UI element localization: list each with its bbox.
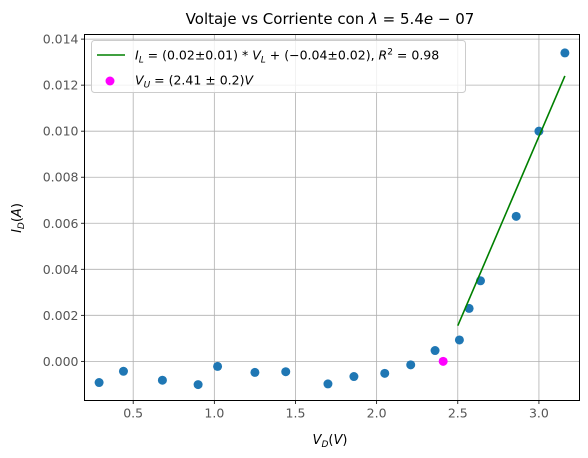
x-tick-label: 0.5 xyxy=(123,406,143,421)
data-point xyxy=(349,372,359,382)
x-tick-label: 1.0 xyxy=(204,406,224,421)
x-tick-label: 2.0 xyxy=(367,406,387,421)
y-tick-label: 0.010 xyxy=(43,124,79,139)
data-point xyxy=(406,360,416,370)
data-point xyxy=(454,335,464,345)
axis-ticks: 0.5 1.0 1.5 2.0 2.5 3.0 0.000 0.002 0.004 0.006 0.… xyxy=(43,32,549,421)
y-tick-label: 0.014 xyxy=(43,32,79,47)
data-point xyxy=(250,367,260,377)
data-point xyxy=(323,379,333,389)
plot-area xyxy=(94,48,570,390)
y-axis-label: ID(A) xyxy=(10,203,27,233)
plot-frame xyxy=(84,34,580,401)
data-point xyxy=(281,367,291,377)
legend-marker-swatch xyxy=(105,76,115,86)
y-tick-label: 0.008 xyxy=(43,170,79,185)
legend-entry-vu: VU = (2.41 ± 0.2)V xyxy=(135,73,254,91)
fit-line xyxy=(457,75,566,327)
x-tick-label: 3.0 xyxy=(529,406,549,421)
x-tick-label: 1.5 xyxy=(286,406,306,421)
y-tick-label: 0.004 xyxy=(43,262,79,277)
data-point xyxy=(118,366,128,376)
y-tick-label: 0.002 xyxy=(43,308,79,323)
data-point xyxy=(94,378,104,388)
legend: IL = (0.02±0.01) * VL + (−0.04±0.02), R2… xyxy=(91,40,466,93)
x-tick-label: 2.5 xyxy=(448,406,468,421)
data-point xyxy=(511,211,521,221)
x-axis-label: VD(V) xyxy=(313,433,348,450)
y-tick-label: 0.012 xyxy=(43,78,79,93)
legend-entry-fit: IL = (0.02±0.01) * VL + (−0.04±0.02), R2… xyxy=(135,48,439,66)
data-point xyxy=(157,375,167,385)
data-point xyxy=(380,368,390,378)
data-point xyxy=(213,361,223,371)
data-point xyxy=(560,48,570,58)
data-point xyxy=(193,380,203,390)
chart-title: Voltaje vs Corriente con λ = 5.4e − 07 xyxy=(186,10,475,28)
y-tick-label: 0.000 xyxy=(43,354,79,369)
threshold-point xyxy=(438,356,448,366)
y-tick-label: 0.006 xyxy=(43,216,79,231)
data-point xyxy=(534,126,544,136)
data-point xyxy=(430,346,440,356)
legend-box xyxy=(91,40,466,93)
